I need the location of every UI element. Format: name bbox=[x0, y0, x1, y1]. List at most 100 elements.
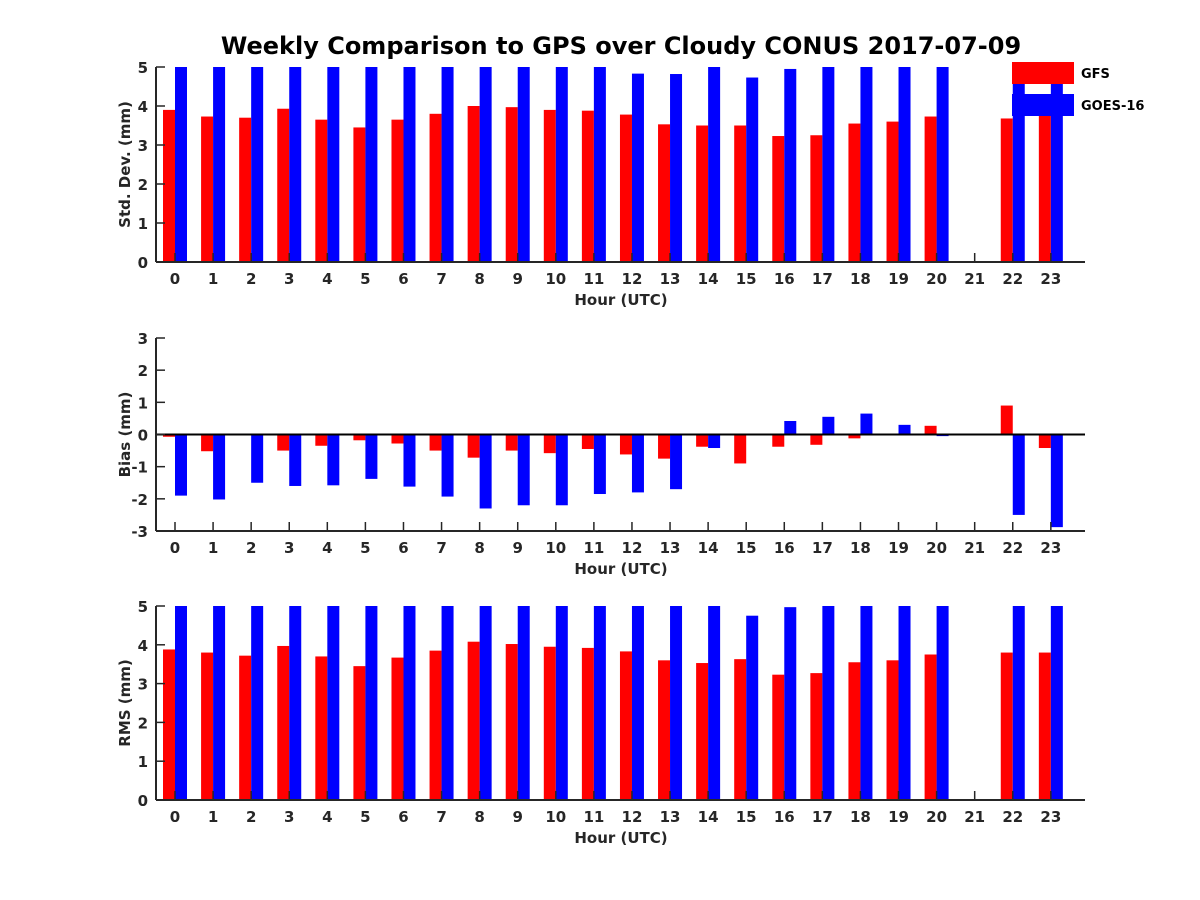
x-tick-label: 14 bbox=[698, 270, 719, 288]
x-tick-label: 2 bbox=[246, 539, 256, 557]
x-tick-label: 17 bbox=[812, 808, 833, 826]
x-axis-label: Hour (UTC) bbox=[574, 560, 667, 578]
bar-gfs-hour-11 bbox=[581, 434, 594, 449]
bar-gfs-hour-17 bbox=[810, 673, 823, 800]
bar-gfs-hour-13 bbox=[658, 434, 671, 459]
bar-gfs-hour-13 bbox=[658, 124, 671, 262]
y-tick-label: 2 bbox=[138, 176, 148, 194]
bar-goes-16-hour-20 bbox=[936, 67, 949, 262]
bar-gfs-hour-1 bbox=[201, 434, 214, 452]
bar-gfs-hour-18 bbox=[848, 123, 861, 262]
bar-gfs-hour-3 bbox=[277, 645, 290, 800]
bar-gfs-hour-2 bbox=[239, 117, 252, 262]
x-tick-label: 22 bbox=[1002, 539, 1023, 557]
chart-title: Weekly Comparison to GPS over Cloudy CON… bbox=[221, 32, 1021, 60]
bar-goes-16-hour-2 bbox=[251, 67, 264, 262]
x-tick-label: 19 bbox=[888, 270, 909, 288]
bar-gfs-hour-6 bbox=[391, 657, 404, 800]
bar-goes-16-hour-11 bbox=[593, 606, 606, 800]
y-tick-label: 4 bbox=[138, 637, 148, 655]
bar-goes-16-hour-18 bbox=[860, 606, 873, 800]
x-tick-label: 3 bbox=[284, 808, 294, 826]
x-axis-label: Hour (UTC) bbox=[574, 829, 667, 847]
x-tick-label: 20 bbox=[926, 808, 947, 826]
bar-goes-16-hour-1 bbox=[213, 434, 226, 500]
bar-gfs-hour-1 bbox=[201, 652, 214, 800]
y-tick-label: -2 bbox=[131, 491, 148, 509]
bar-goes-16-hour-14 bbox=[708, 606, 721, 800]
bar-gfs-hour-12 bbox=[619, 434, 632, 455]
bar-gfs-hour-9 bbox=[505, 107, 518, 262]
legend-label: GFS bbox=[1081, 67, 1110, 82]
bar-gfs-hour-2 bbox=[239, 655, 252, 800]
bar-goes-16-hour-12 bbox=[631, 606, 644, 800]
bar-goes-16-hour-23 bbox=[1050, 434, 1063, 528]
legend-swatch-goes-16 bbox=[1012, 94, 1074, 116]
y-tick-label: 2 bbox=[138, 362, 148, 380]
x-tick-label: 19 bbox=[888, 808, 909, 826]
x-tick-label: 16 bbox=[774, 539, 795, 557]
bar-gfs-hour-22 bbox=[1000, 652, 1013, 800]
bar-goes-16-hour-12 bbox=[631, 73, 644, 262]
bar-goes-16-hour-8 bbox=[479, 67, 492, 262]
x-tick-label: 23 bbox=[1040, 270, 1061, 288]
bar-goes-16-hour-10 bbox=[555, 606, 568, 800]
bar-goes-16-hour-6 bbox=[403, 434, 416, 487]
bar-gfs-hour-16 bbox=[772, 136, 785, 262]
x-tick-label: 13 bbox=[660, 270, 681, 288]
bar-goes-16-hour-17 bbox=[822, 606, 835, 800]
bar-goes-16-hour-6 bbox=[403, 67, 416, 262]
x-tick-label: 0 bbox=[170, 539, 180, 557]
bar-gfs-hour-10 bbox=[543, 646, 556, 800]
bar-gfs-hour-11 bbox=[581, 110, 594, 263]
bar-goes-16-hour-4 bbox=[327, 67, 340, 262]
bar-goes-16-hour-9 bbox=[517, 67, 530, 262]
bar-goes-16-hour-23 bbox=[1050, 606, 1063, 800]
legend-label: GOES-16 bbox=[1081, 99, 1144, 114]
bar-goes-16-hour-13 bbox=[670, 606, 683, 800]
bar-gfs-hour-14 bbox=[696, 434, 709, 447]
x-tick-label: 4 bbox=[322, 270, 332, 288]
x-tick-label: 10 bbox=[545, 270, 566, 288]
x-tick-label: 0 bbox=[170, 270, 180, 288]
bar-gfs-hour-7 bbox=[429, 113, 442, 262]
bar-gfs-hour-22 bbox=[1000, 118, 1013, 262]
bar-gfs-hour-18 bbox=[848, 434, 861, 439]
bar-gfs-hour-8 bbox=[467, 641, 480, 800]
bar-gfs-hour-4 bbox=[315, 434, 328, 446]
x-tick-label: 17 bbox=[812, 270, 833, 288]
x-tick-label: 16 bbox=[774, 808, 795, 826]
bar-goes-16-hour-22 bbox=[1012, 606, 1025, 800]
x-tick-label: 8 bbox=[474, 539, 484, 557]
bar-gfs-hour-0 bbox=[163, 434, 175, 437]
y-tick-label: 3 bbox=[138, 676, 148, 694]
bar-goes-16-hour-14 bbox=[708, 434, 721, 449]
bar-goes-16-hour-1 bbox=[213, 67, 226, 262]
bar-gfs-hour-5 bbox=[353, 434, 366, 441]
bar-gfs-hour-7 bbox=[429, 650, 442, 800]
bar-gfs-hour-16 bbox=[772, 674, 785, 800]
bar-gfs-hour-4 bbox=[315, 119, 328, 263]
bar-gfs-hour-14 bbox=[696, 125, 709, 262]
y-tick-label: 1 bbox=[138, 394, 148, 412]
bar-gfs-hour-20 bbox=[924, 425, 937, 435]
x-tick-label: 18 bbox=[850, 270, 871, 288]
x-tick-label: 21 bbox=[964, 808, 985, 826]
x-tick-label: 12 bbox=[622, 808, 643, 826]
x-tick-label: 1 bbox=[208, 539, 218, 557]
x-tick-label: 11 bbox=[583, 808, 604, 826]
bar-goes-16-hour-6 bbox=[403, 606, 416, 800]
bar-goes-16-hour-8 bbox=[479, 434, 492, 509]
bar-gfs-hour-18 bbox=[848, 662, 861, 800]
x-tick-label: 17 bbox=[812, 539, 833, 557]
bar-gfs-hour-15 bbox=[734, 434, 747, 464]
bar-gfs-hour-15 bbox=[734, 659, 747, 800]
x-tick-label: 5 bbox=[360, 808, 370, 826]
y-tick-label: 1 bbox=[138, 215, 148, 233]
bar-gfs-hour-1 bbox=[201, 116, 214, 262]
x-tick-label: 1 bbox=[208, 808, 218, 826]
x-tick-label: 15 bbox=[736, 270, 757, 288]
x-tick-label: 7 bbox=[436, 270, 446, 288]
x-tick-label: 7 bbox=[436, 539, 446, 557]
